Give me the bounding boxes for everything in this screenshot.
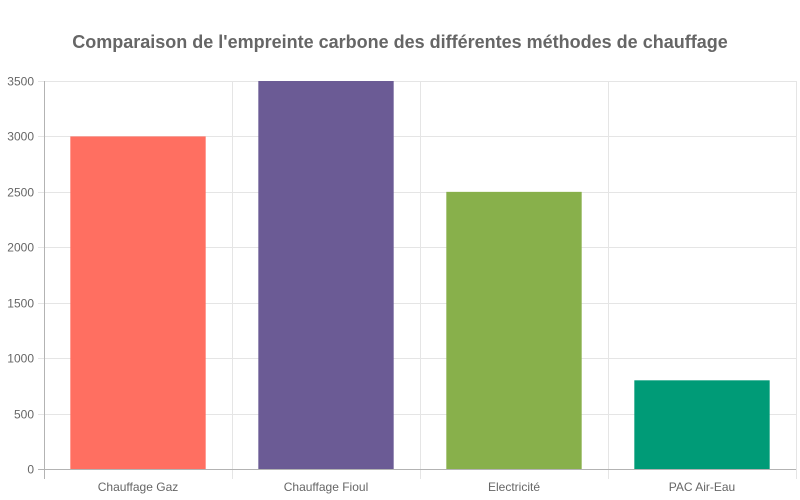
x-tick-label: Electricité xyxy=(488,480,540,494)
y-tick-label: 2500 xyxy=(7,186,34,200)
y-tick-label: 1000 xyxy=(7,352,34,366)
y-tick-label: 1500 xyxy=(7,297,34,311)
y-tick-label: 3000 xyxy=(7,130,34,144)
bar xyxy=(258,81,394,469)
x-tick-label: Chauffage Fioul xyxy=(284,480,369,494)
tick-labels: 0 500 1000 1500 2000 2500 3000 3500 Chauffage Ga… xyxy=(7,75,735,495)
x-tick-label: PAC Air-Eau xyxy=(669,480,735,494)
bar xyxy=(446,191,582,469)
x-tick-label: Chauffage Gaz xyxy=(98,480,179,494)
chart-title: Comparaison de l'empreinte carbone des d… xyxy=(72,32,727,52)
y-tick-label: 500 xyxy=(14,408,34,422)
y-tick-label: 3500 xyxy=(7,75,34,89)
y-tick-label: 2000 xyxy=(7,241,34,255)
bars xyxy=(70,81,770,469)
bar xyxy=(70,136,206,469)
axes xyxy=(38,81,796,479)
y-tick-label: 0 xyxy=(27,463,34,477)
bar xyxy=(634,380,770,469)
